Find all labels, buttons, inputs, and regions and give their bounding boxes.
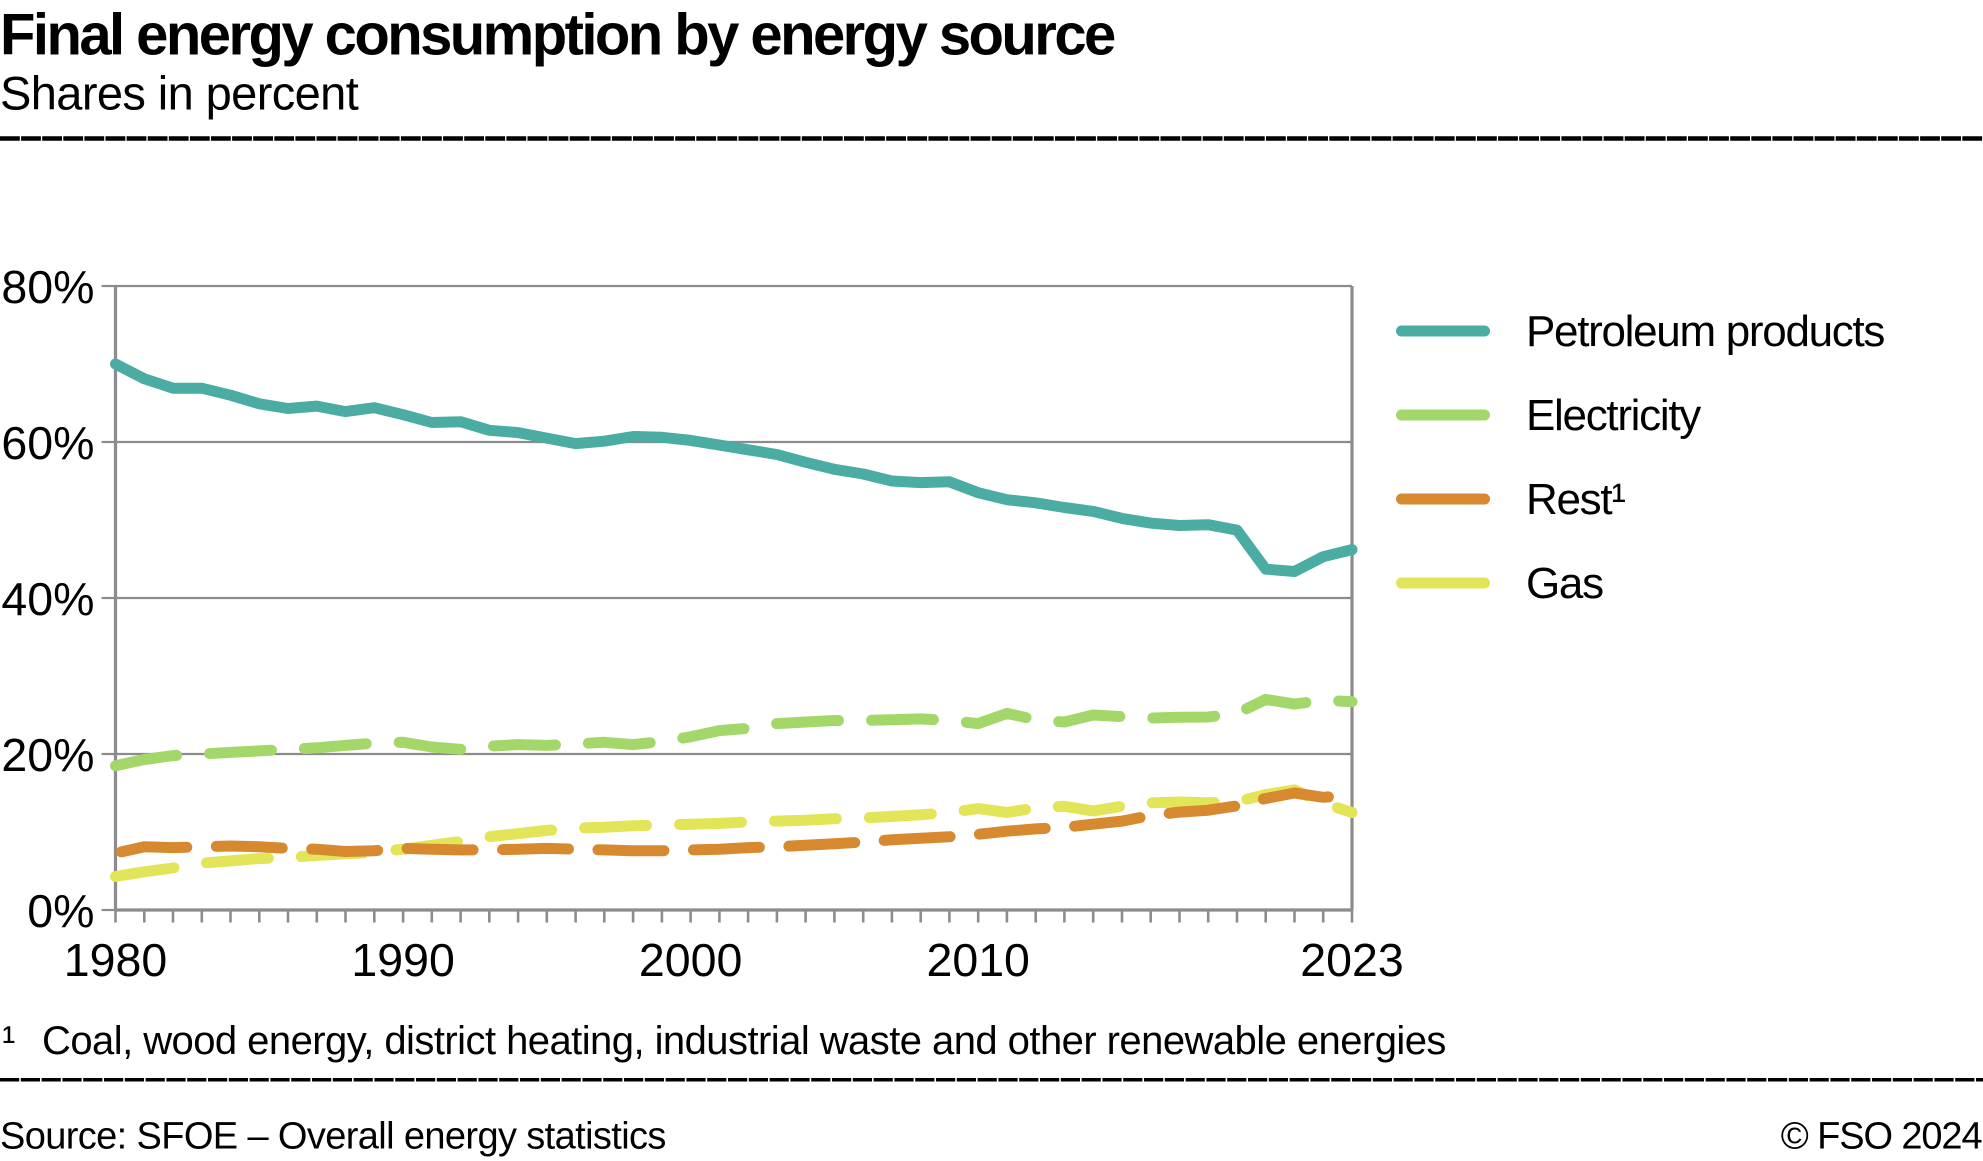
svg-text:Final energy consumption by en: Final energy consumption by energy sourc…	[0, 3, 1115, 68]
svg-text:0%: 0%	[27, 885, 94, 937]
svg-text:© FSO 2024: © FSO 2024	[1781, 1116, 1983, 1158]
svg-text:1980: 1980	[64, 934, 167, 986]
svg-text:80%: 80%	[1, 261, 94, 313]
svg-text:¹: ¹	[2, 1019, 15, 1063]
svg-text:60%: 60%	[1, 417, 94, 469]
svg-text:20%: 20%	[1, 729, 94, 781]
svg-text:2000: 2000	[639, 934, 742, 986]
svg-text:1990: 1990	[351, 934, 454, 986]
svg-text:Shares in percent: Shares in percent	[0, 66, 359, 119]
svg-text:Rest¹: Rest¹	[1526, 475, 1625, 524]
svg-text:2023: 2023	[1300, 934, 1403, 986]
svg-text:Petroleum products: Petroleum products	[1526, 307, 1884, 356]
svg-text:Gas: Gas	[1526, 559, 1603, 608]
svg-text:Source: SFOE – Overall energy: Source: SFOE – Overall energy statistics	[0, 1116, 666, 1158]
svg-text:Electricity: Electricity	[1526, 391, 1701, 440]
svg-text:40%: 40%	[1, 573, 94, 625]
svg-text:2010: 2010	[926, 934, 1029, 986]
svg-text:Coal, wood energy, district he: Coal, wood energy, district heating, ind…	[42, 1019, 1446, 1063]
